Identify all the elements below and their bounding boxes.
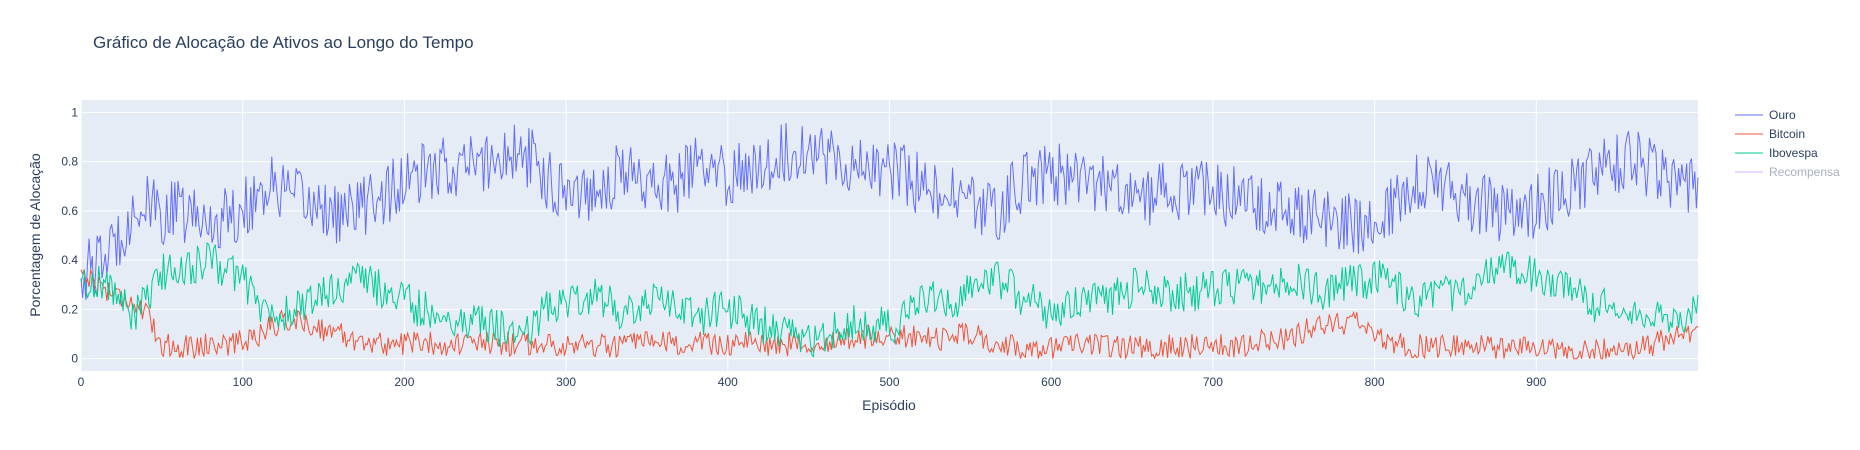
- legend-item-ibovespa[interactable]: Ibovespa: [1735, 146, 1818, 160]
- chart-title: Gráfico de Alocação de Ativos ao Longo d…: [93, 33, 474, 52]
- legend-label: Ouro: [1769, 108, 1796, 122]
- x-tick-label: 800: [1365, 375, 1385, 389]
- x-tick-label: 100: [233, 375, 253, 389]
- x-tick-label: 400: [718, 375, 738, 389]
- x-tick-label: 500: [879, 375, 899, 389]
- y-axis-title: Porcentagem de Alocação: [27, 153, 43, 317]
- y-tick-label: 0: [71, 352, 78, 366]
- legend-item-bitcoin[interactable]: Bitcoin: [1735, 127, 1805, 141]
- y-tick-label: 0.6: [61, 204, 78, 218]
- series-layer: [80, 122, 1699, 360]
- y-axis-ticks: 0 0.2 0.4 0.6 0.8 1: [61, 105, 78, 365]
- y-tick-label: 0.4: [61, 253, 78, 267]
- series-line-ibovespa: [80, 242, 1699, 358]
- x-axis-title: Episódio: [862, 397, 916, 413]
- x-tick-label: 300: [556, 375, 576, 389]
- legend-item-recompensa[interactable]: Recompensa: [1735, 165, 1840, 179]
- y-tick-label: 1: [71, 105, 78, 119]
- legend: Ouro Bitcoin Ibovespa Recompensa: [1735, 108, 1840, 179]
- y-tick-label: 0.8: [61, 155, 78, 169]
- x-tick-label: 600: [1041, 375, 1061, 389]
- x-tick-label: 700: [1203, 375, 1223, 389]
- legend-label: Bitcoin: [1769, 127, 1805, 141]
- x-tick-label: 0: [78, 375, 85, 389]
- x-tick-label: 900: [1526, 375, 1546, 389]
- x-axis-ticks: 0 100 200 300 400 500 600 700 800 900: [78, 375, 1547, 389]
- series-line-ouro: [80, 122, 1699, 300]
- legend-label: Recompensa: [1769, 165, 1840, 179]
- legend-item-ouro[interactable]: Ouro: [1735, 108, 1796, 122]
- y-tick-label: 0.2: [61, 302, 78, 316]
- legend-label: Ibovespa: [1769, 146, 1818, 160]
- x-tick-label: 200: [394, 375, 414, 389]
